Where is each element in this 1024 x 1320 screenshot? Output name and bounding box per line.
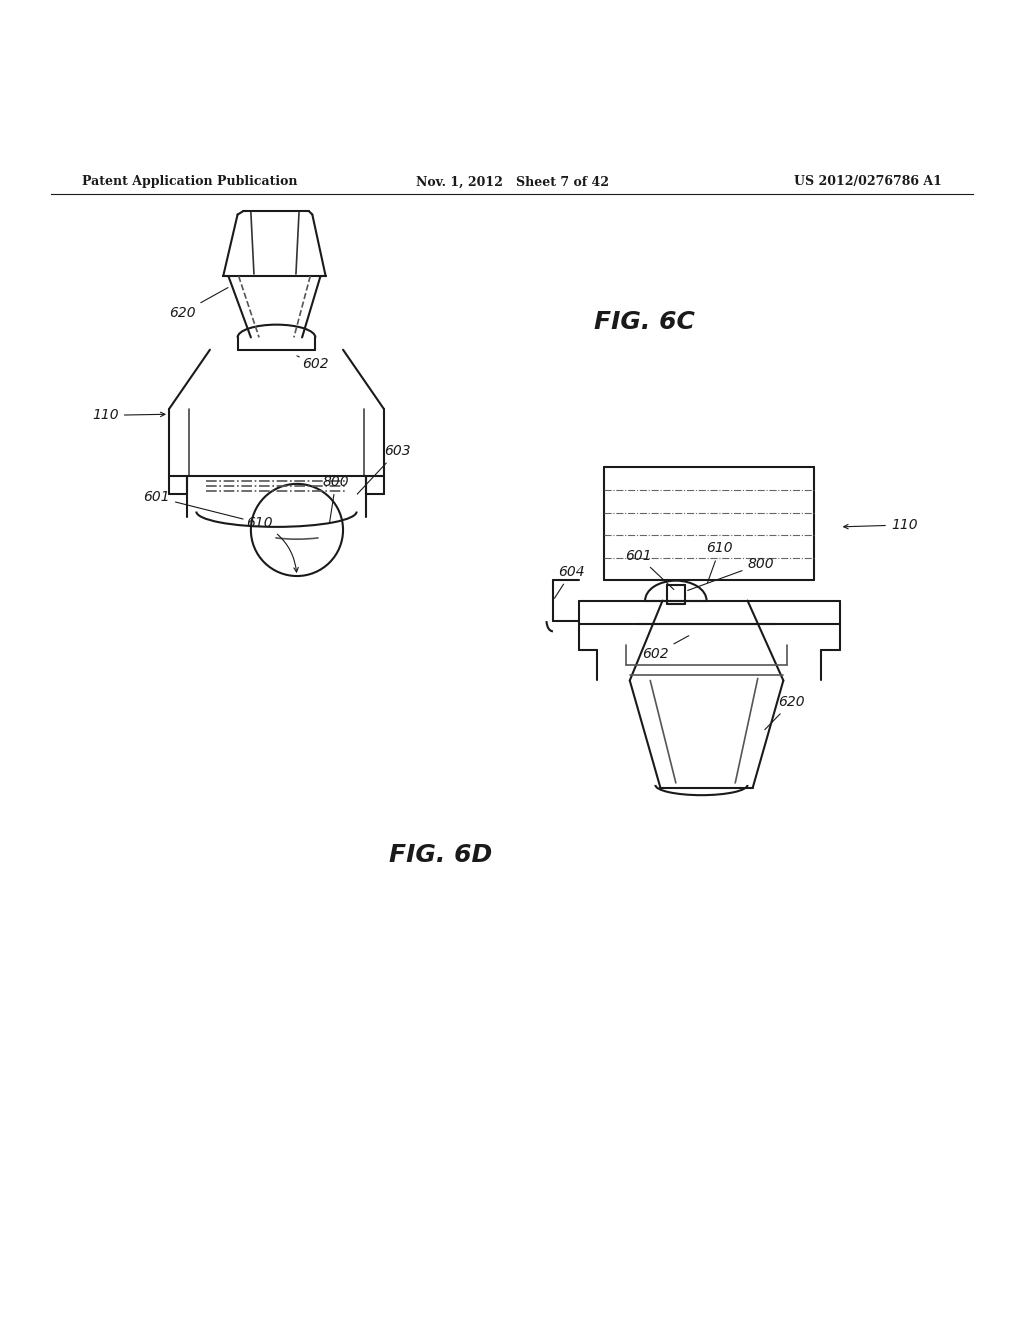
Text: FIG. 6C: FIG. 6C — [594, 310, 695, 334]
Text: 620: 620 — [765, 696, 805, 730]
Text: 601: 601 — [625, 549, 674, 590]
Text: 620: 620 — [169, 288, 228, 319]
Text: 800: 800 — [323, 475, 349, 523]
Text: 110: 110 — [92, 408, 165, 422]
Text: 601: 601 — [143, 490, 243, 519]
Text: 610: 610 — [707, 541, 733, 582]
Text: 610: 610 — [246, 516, 298, 572]
Text: 602: 602 — [642, 636, 689, 661]
Text: 110: 110 — [844, 517, 918, 532]
Text: Nov. 1, 2012   Sheet 7 of 42: Nov. 1, 2012 Sheet 7 of 42 — [416, 176, 608, 189]
Text: US 2012/0276786 A1: US 2012/0276786 A1 — [795, 176, 942, 189]
Text: Patent Application Publication: Patent Application Publication — [82, 176, 297, 189]
Text: FIG. 6D: FIG. 6D — [389, 842, 493, 866]
Text: 602: 602 — [297, 356, 329, 371]
Text: 603: 603 — [357, 445, 411, 494]
Text: 800: 800 — [688, 557, 774, 590]
Text: 604: 604 — [554, 565, 585, 598]
